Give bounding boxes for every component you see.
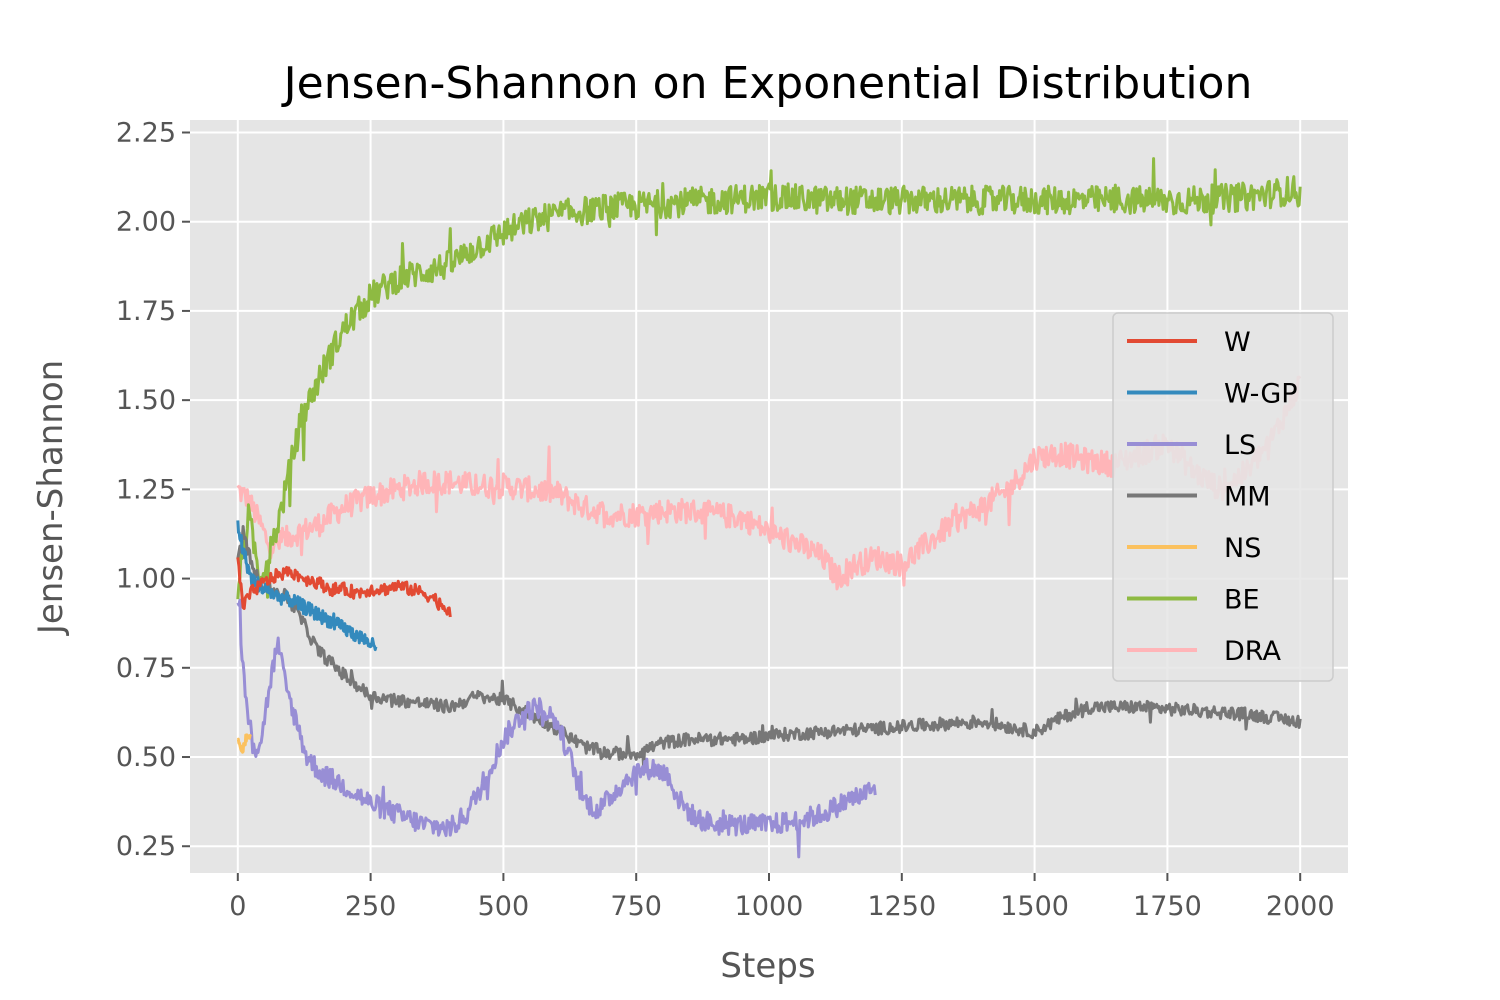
x-tick-label: 250 <box>345 891 397 922</box>
x-tick-label: 1500 <box>1000 891 1069 922</box>
legend-label-ls: LS <box>1224 430 1256 461</box>
x-axis-label: Steps <box>720 946 815 986</box>
series-line-w <box>236 557 452 618</box>
legend-label-dra: DRA <box>1224 636 1281 667</box>
legend-label-ns: NS <box>1224 533 1261 564</box>
y-tick-label: 1.25 <box>116 474 176 505</box>
y-tick-label: 1.00 <box>116 564 176 595</box>
y-axis-label: Jensen-Shannon <box>31 360 71 636</box>
y-tick-label: 1.75 <box>116 296 176 327</box>
y-tick-label: 0.75 <box>116 653 176 684</box>
x-tick-label: 750 <box>610 891 662 922</box>
legend-label-w: W <box>1224 327 1251 358</box>
x-tick-label: 1250 <box>867 891 936 922</box>
x-tick-label: 0 <box>229 891 246 922</box>
y-tick-label: 0.50 <box>116 742 176 773</box>
legend-label-be: BE <box>1224 585 1260 616</box>
x-tick-label: 500 <box>478 891 530 922</box>
chart-title: Jensen-Shannon on Exponential Distributi… <box>281 58 1253 109</box>
series-line-mm <box>236 525 1302 769</box>
legend-label-w-gp: W-GP <box>1224 379 1298 410</box>
series-line-ns <box>236 733 253 754</box>
y-tick-label: 0.25 <box>116 831 176 862</box>
x-tick-label: 1000 <box>735 891 804 922</box>
legend: W W-GP LS MM NS BE DRA <box>1112 312 1334 682</box>
y-tick-label: 2.25 <box>116 117 176 148</box>
series-line-be <box>236 157 1302 600</box>
x-tick-label: 2000 <box>1266 891 1335 922</box>
y-tick-label: 1.50 <box>116 385 176 416</box>
legend-box <box>1112 312 1334 682</box>
y-tick-label: 2.00 <box>116 207 176 238</box>
legend-label-mm: MM <box>1224 482 1271 513</box>
axes: 0 250 500 750 1000 1250 1500 1750 2000 0.25 0.50 0.… <box>116 117 1335 922</box>
series-group <box>236 157 1302 859</box>
x-tick-label: 1750 <box>1133 891 1202 922</box>
series-line-ls <box>236 598 877 859</box>
